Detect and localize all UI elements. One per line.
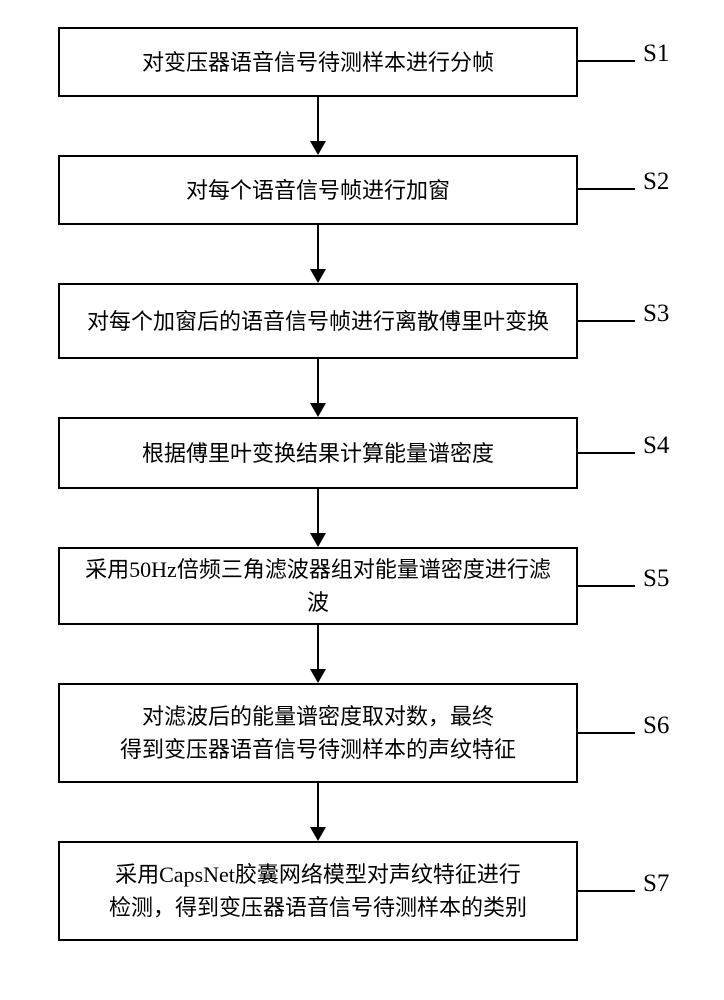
flowchart-arrow-icon: [310, 669, 326, 683]
flowchart-step-text: 对变压器语音信号待测样本进行分帧: [142, 46, 494, 79]
flowchart-label-line: [578, 585, 635, 587]
flowchart-arrow-icon: [310, 827, 326, 841]
flowchart-label-line: [578, 188, 635, 190]
flowchart-step-label: S1: [643, 40, 669, 68]
flowchart-label-line: [578, 890, 635, 892]
flowchart-step-label: S5: [643, 565, 669, 593]
flowchart-connector: [317, 97, 319, 141]
flowchart-step-text: 对每个语音信号帧进行加窗: [186, 174, 450, 207]
flowchart-step-label: S3: [643, 300, 669, 328]
flowchart-step-text: 采用CapsNet胶囊网络模型对声纹特征进行 检测，得到变压器语音信号待测样本的…: [109, 858, 527, 924]
flowchart-step-text: 对滤波后的能量谱密度取对数，最终 得到变压器语音信号待测样本的声纹特征: [120, 700, 516, 766]
flowchart-step-box: 采用50Hz倍频三角滤波器组对能量谱密度进行滤波: [58, 547, 578, 625]
flowchart-step-label: S6: [643, 712, 669, 740]
flowchart-step-text: 对每个加窗后的语音信号帧进行离散傅里叶变换: [87, 305, 549, 338]
flowchart-step-box: 根据傅里叶变换结果计算能量谱密度: [58, 417, 578, 489]
flowchart-step-box: 对滤波后的能量谱密度取对数，最终 得到变压器语音信号待测样本的声纹特征: [58, 683, 578, 783]
flowchart-connector: [317, 489, 319, 533]
flowchart-connector: [317, 783, 319, 827]
flowchart-container: 对变压器语音信号待测样本进行分帧 S1 对每个语音信号帧进行加窗 S2 对每个加窗后的语…: [0, 0, 724, 1000]
flowchart-label-line: [578, 60, 635, 62]
flowchart-arrow-icon: [310, 403, 326, 417]
flowchart-label-line: [578, 732, 635, 734]
flowchart-step-box: 对变压器语音信号待测样本进行分帧: [58, 27, 578, 97]
flowchart-step-label: S4: [643, 432, 669, 460]
flowchart-connector: [317, 225, 319, 269]
flowchart-step-box: 采用CapsNet胶囊网络模型对声纹特征进行 检测，得到变压器语音信号待测样本的…: [58, 841, 578, 941]
flowchart-step-text: 采用50Hz倍频三角滤波器组对能量谱密度进行滤波: [80, 553, 556, 619]
flowchart-step-text: 根据傅里叶变换结果计算能量谱密度: [142, 437, 494, 470]
flowchart-step-box: 对每个加窗后的语音信号帧进行离散傅里叶变换: [58, 283, 578, 359]
flowchart-step-label: S2: [643, 168, 669, 196]
flowchart-label-line: [578, 452, 635, 454]
flowchart-connector: [317, 359, 319, 403]
flowchart-connector: [317, 625, 319, 669]
flowchart-step-label: S7: [643, 870, 669, 898]
flowchart-arrow-icon: [310, 141, 326, 155]
flowchart-step-box: 对每个语音信号帧进行加窗: [58, 155, 578, 225]
flowchart-arrow-icon: [310, 533, 326, 547]
flowchart-arrow-icon: [310, 269, 326, 283]
flowchart-label-line: [578, 320, 635, 322]
